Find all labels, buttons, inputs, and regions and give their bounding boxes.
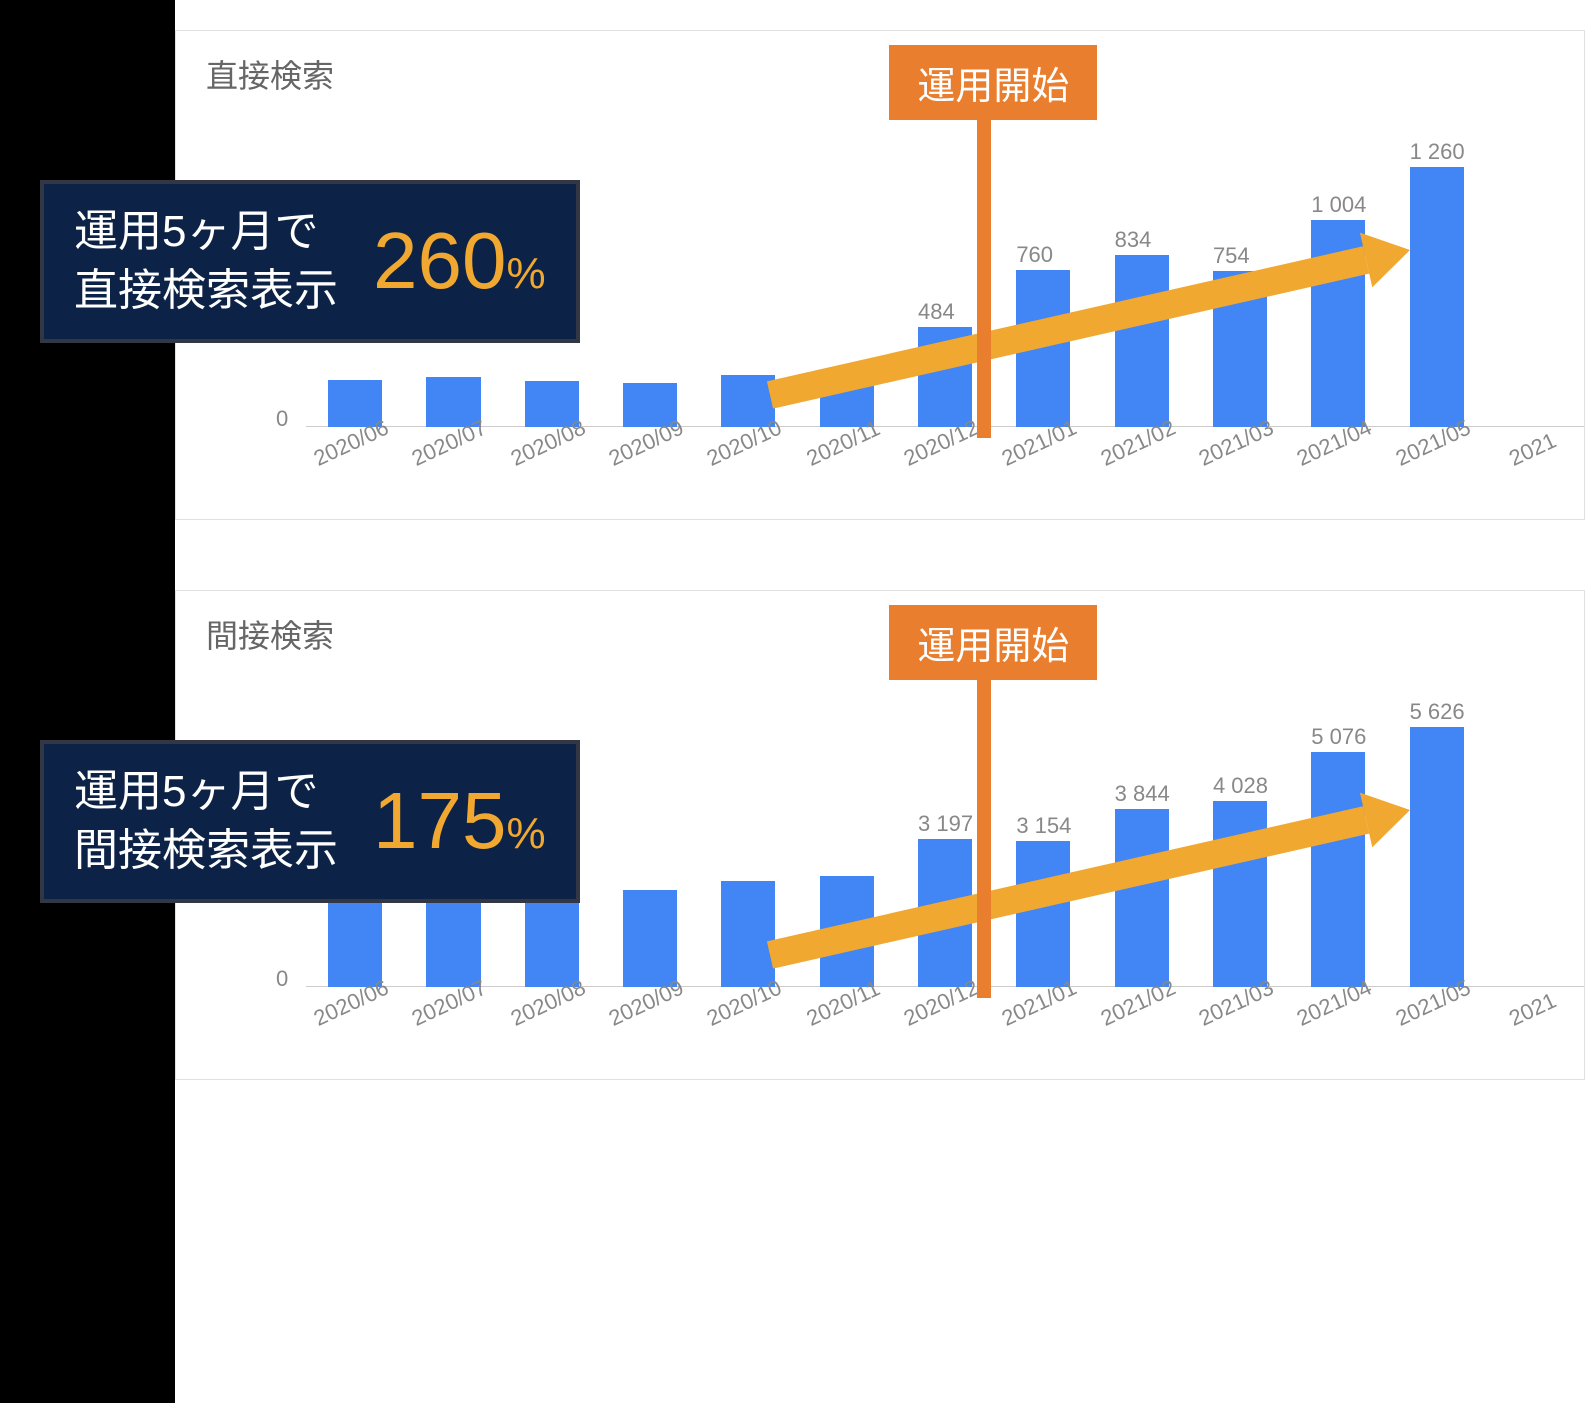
chart1-callout-line1: 運用5ヶ月で	[74, 207, 318, 256]
bar-slot	[404, 377, 502, 427]
x-slot: 2020/06	[306, 437, 404, 497]
chart2-callout-line1: 運用5ヶ月で	[74, 767, 318, 816]
x-slot: 2020/11	[798, 997, 896, 1057]
chart1-marker-line	[977, 108, 991, 438]
x-slot: 2021/01	[994, 437, 1092, 497]
chart2-callout-pct: 175 %	[373, 775, 546, 867]
bar-slot	[601, 890, 699, 987]
chart1-title: 直接検索	[176, 31, 1584, 117]
x-slot: 2021/05	[1387, 437, 1485, 497]
x-slot: 2021/04	[1289, 437, 1387, 497]
chart1-callout-line2: 直接検索表示	[74, 266, 338, 315]
x-slot: 2020/07	[404, 997, 502, 1057]
bar-slot	[306, 890, 404, 987]
x-slot: 2020/08	[503, 997, 601, 1057]
chart2-callout-num: 175	[373, 775, 506, 867]
chart2-trend-arrow	[730, 770, 1450, 995]
x-slot: 2020/12	[896, 437, 994, 497]
x-slot: 2021/04	[1289, 997, 1387, 1057]
x-slot: 2020/12	[896, 997, 994, 1057]
x-slot: 2020/10	[699, 437, 797, 497]
chart1-callout: 運用5ヶ月で 直接検索表示 260 %	[40, 180, 580, 343]
x-slot: 2021/01	[994, 997, 1092, 1057]
chart2-title: 間接検索	[176, 591, 1584, 677]
x-slot: 2020/10	[699, 997, 797, 1057]
x-slot: 2021	[1486, 437, 1584, 497]
chart2-callout-text: 運用5ヶ月で 間接検索表示	[74, 762, 338, 881]
chart2-callout: 運用5ヶ月で 間接検索表示 175 %	[40, 740, 580, 903]
x-slot: 2021/02	[1093, 997, 1191, 1057]
bar-slot	[503, 381, 601, 427]
chart2-xlabels: 2020/062020/072020/082020/092020/102020/…	[306, 997, 1584, 1057]
x-slot: 2020/09	[601, 997, 699, 1057]
x-slot: 2021/02	[1093, 437, 1191, 497]
bar-value-label: 5 626	[1410, 699, 1465, 725]
x-slot: 2021/03	[1191, 997, 1289, 1057]
x-slot: 2020/07	[404, 437, 502, 497]
chart2-yzero: 0	[276, 966, 288, 992]
x-slot: 2021/03	[1191, 437, 1289, 497]
x-slot: 2020/09	[601, 437, 699, 497]
bar	[623, 890, 677, 987]
x-label: 2021	[1505, 988, 1560, 1032]
chart1-callout-pct: 260 %	[373, 215, 546, 307]
chart1-xlabels: 2020/062020/072020/082020/092020/102020/…	[306, 437, 1584, 497]
x-slot: 2020/11	[798, 437, 896, 497]
x-slot: 2021/05	[1387, 997, 1485, 1057]
bar-value-label: 1 260	[1410, 139, 1465, 165]
bar-value-label: 5 076	[1311, 724, 1366, 750]
chart2-callout-unit: %	[506, 809, 545, 859]
bar-slot	[601, 383, 699, 427]
chart1-marker-flag: 運用開始	[889, 45, 1097, 120]
chart1-yzero: 0	[276, 406, 288, 432]
chart1-callout-text: 運用5ヶ月で 直接検索表示	[74, 202, 338, 321]
chart2-callout-line2: 間接検索表示	[74, 826, 338, 875]
chart2-marker-flag: 運用開始	[889, 605, 1097, 680]
x-slot: 2020/08	[503, 437, 601, 497]
chart1-trend-arrow	[730, 210, 1450, 435]
x-slot: 2020/06	[306, 997, 404, 1057]
bar	[328, 890, 382, 987]
bar-slot	[306, 380, 404, 427]
chart1-callout-unit: %	[506, 249, 545, 299]
x-label: 2021	[1505, 428, 1560, 472]
x-slot: 2021	[1486, 997, 1584, 1057]
chart2-marker-line	[977, 668, 991, 998]
chart1-callout-num: 260	[373, 215, 506, 307]
